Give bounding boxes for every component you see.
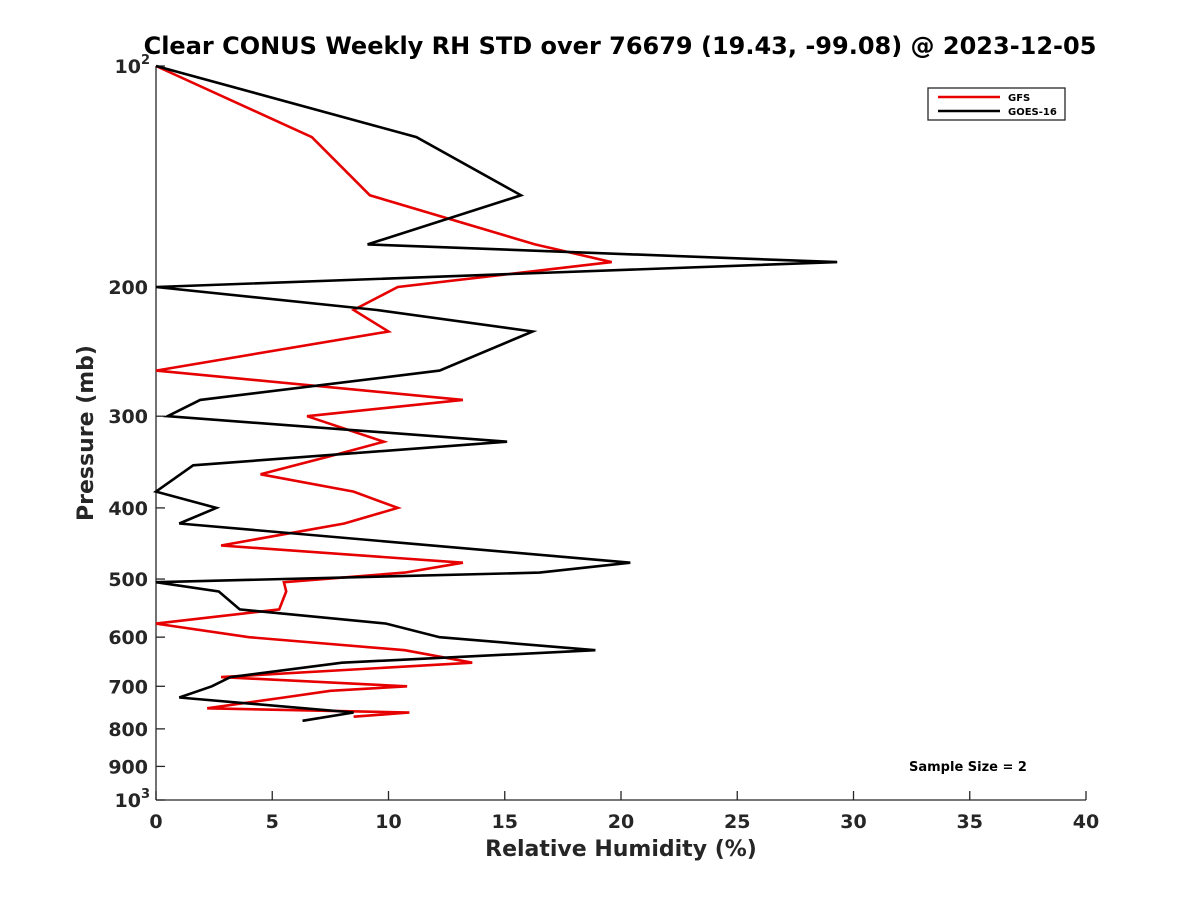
legend-label: GOES-16 bbox=[1008, 107, 1057, 118]
x-tick-label: 35 bbox=[957, 811, 983, 833]
y-tick-label: 700 bbox=[108, 676, 148, 698]
series-goes-16 bbox=[152, 64, 838, 723]
y-tick-label: 102 bbox=[115, 53, 151, 78]
legend-label: GFS bbox=[1008, 93, 1030, 104]
y-tick-label: 600 bbox=[108, 627, 148, 649]
y-tick-label: 300 bbox=[108, 406, 148, 428]
series-line bbox=[155, 64, 612, 718]
series-gfs bbox=[155, 64, 612, 718]
x-tick-label: 15 bbox=[492, 811, 518, 833]
x-tick-label: 20 bbox=[608, 811, 634, 833]
y-axis-label: Pressure (mb) bbox=[74, 345, 99, 521]
chart-title: Clear CONUS Weekly RH STD over 76679 (19… bbox=[144, 32, 1097, 60]
y-tick-label: 900 bbox=[108, 756, 148, 778]
legend-box bbox=[927, 87, 1066, 121]
x-tick-label: 0 bbox=[149, 811, 162, 833]
y-tick-label: 500 bbox=[108, 569, 148, 591]
sample-size-annotation: Sample Size = 2 bbox=[909, 760, 1027, 775]
x-axis-label: Relative Humidity (%) bbox=[485, 837, 757, 862]
x-tick-label: 25 bbox=[724, 811, 750, 833]
y-tick-label: 103 bbox=[115, 787, 151, 812]
series-line bbox=[152, 64, 838, 723]
legend: GFS GOES-16 bbox=[927, 87, 1066, 121]
x-tick-label: 30 bbox=[840, 811, 866, 833]
y-tick-label: 200 bbox=[108, 277, 148, 299]
plot-area: 0 5 10 15 20 25 30 35 40 102 200 300 400 500 600 700 800… bbox=[108, 53, 1099, 833]
x-tick-label: 40 bbox=[1073, 811, 1099, 833]
x-tick-label: 10 bbox=[375, 811, 401, 833]
y-tick-label: 400 bbox=[108, 498, 148, 520]
y-tick-label: 800 bbox=[108, 719, 148, 741]
x-tick-label: 5 bbox=[266, 811, 279, 833]
